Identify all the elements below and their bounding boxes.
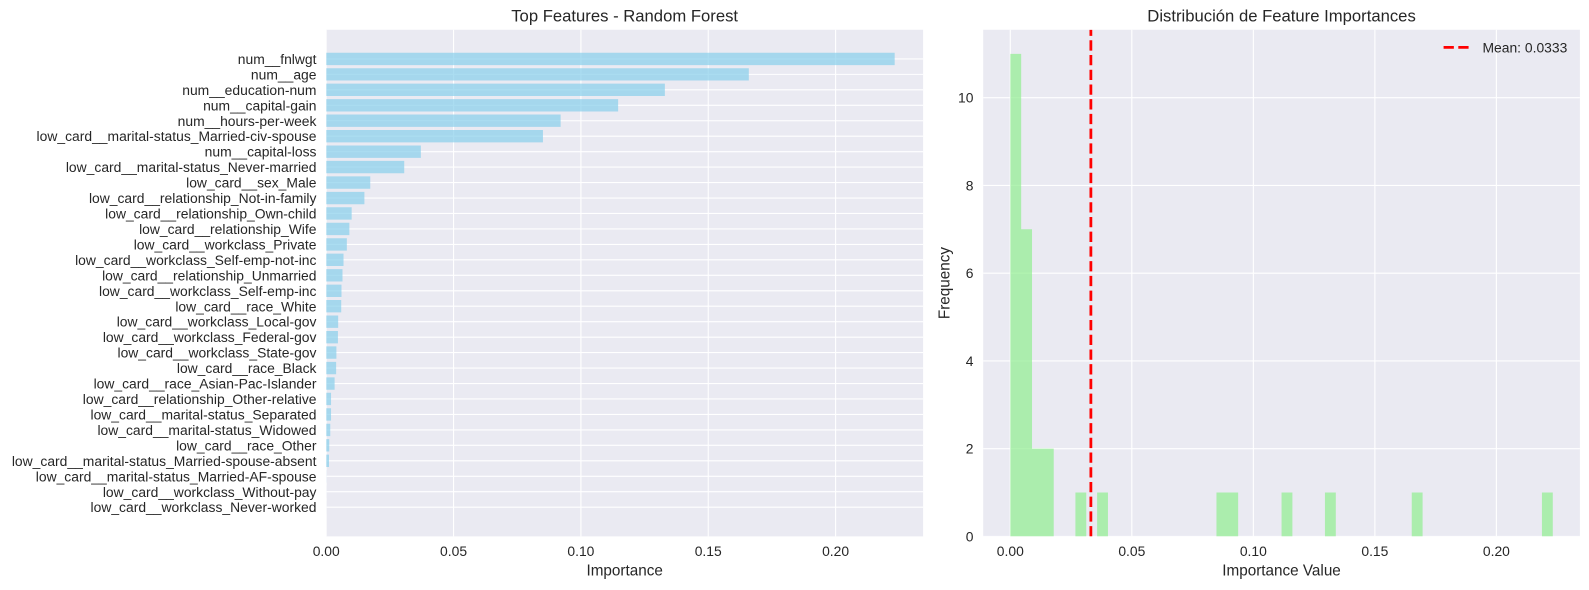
svg-text:low_card__marital-status_Never: low_card__marital-status_Never-married [66, 159, 317, 175]
svg-text:num__capital-loss: num__capital-loss [205, 144, 317, 160]
svg-text:Importance: Importance [586, 563, 662, 580]
svg-text:num__fnlwgt: num__fnlwgt [238, 51, 317, 67]
svg-text:low_card__race_Asian-Pac-Islan: low_card__race_Asian-Pac-Islander [94, 376, 317, 392]
svg-text:4: 4 [966, 353, 974, 369]
svg-text:low_card__workclass_Federal-go: low_card__workclass_Federal-gov [103, 329, 317, 345]
svg-text:0.05: 0.05 [440, 543, 467, 559]
svg-text:low_card__marital-status_Widow: low_card__marital-status_Widowed [97, 422, 316, 438]
svg-text:low_card__workclass_Self-emp-n: low_card__workclass_Self-emp-not-inc [75, 252, 316, 268]
svg-text:low_card__workclass_State-gov: low_card__workclass_State-gov [117, 345, 316, 361]
svg-text:Frequency: Frequency [936, 247, 953, 319]
svg-text:6: 6 [966, 265, 974, 281]
svg-text:0.20: 0.20 [1483, 543, 1510, 559]
svg-text:0.15: 0.15 [1361, 543, 1388, 559]
svg-text:low_card__workclass_Local-gov: low_card__workclass_Local-gov [117, 314, 317, 330]
svg-text:Mean: 0.0333: Mean: 0.0333 [1482, 39, 1567, 55]
svg-text:low_card__workclass_Without-pa: low_card__workclass_Without-pay [103, 484, 317, 500]
svg-text:low_card__marital-status_Marri: low_card__marital-status_Married-AF-spou… [36, 468, 317, 484]
svg-text:num__hours-per-week: num__hours-per-week [178, 113, 317, 129]
svg-text:low_card__workclass_Private: low_card__workclass_Private [134, 236, 317, 252]
svg-text:0.10: 0.10 [1240, 543, 1267, 559]
svg-text:0.20: 0.20 [822, 543, 849, 559]
svg-text:low_card__marital-status_Marri: low_card__marital-status_Married-civ-spo… [37, 128, 317, 144]
svg-text:low_card__relationship_Unmarri: low_card__relationship_Unmarried [102, 267, 316, 283]
svg-text:low_card__sex_Male: low_card__sex_Male [186, 175, 317, 191]
svg-text:10: 10 [958, 90, 974, 106]
svg-text:low_card__relationship_Other-r: low_card__relationship_Other-relative [83, 391, 317, 407]
svg-text:low_card__race_Other: low_card__race_Other [176, 437, 317, 453]
svg-text:0.10: 0.10 [567, 543, 594, 559]
svg-text:0: 0 [966, 528, 974, 544]
svg-text:low_card__race_White: low_card__race_White [175, 298, 316, 314]
svg-text:low_card__workclass_Self-emp-i: low_card__workclass_Self-emp-inc [99, 283, 317, 299]
svg-text:0.00: 0.00 [313, 543, 340, 559]
svg-text:Importance Value: Importance Value [1222, 563, 1341, 580]
svg-text:0.00: 0.00 [997, 543, 1024, 559]
svg-text:2: 2 [966, 441, 974, 457]
svg-text:0.15: 0.15 [695, 543, 722, 559]
svg-text:low_card__relationship_Wife: low_card__relationship_Wife [139, 221, 317, 237]
svg-text:low_card__relationship_Own-chi: low_card__relationship_Own-child [105, 206, 316, 222]
svg-text:low_card__relationship_Not-in-: low_card__relationship_Not-in-family [89, 190, 317, 206]
svg-text:0.05: 0.05 [1118, 543, 1145, 559]
svg-text:low_card__workclass_Never-work: low_card__workclass_Never-worked [91, 499, 317, 515]
svg-text:8: 8 [966, 177, 974, 193]
svg-text:Distribución de Feature Import: Distribución de Feature Importances [1147, 6, 1415, 25]
svg-text:num__age: num__age [251, 66, 317, 82]
svg-text:low_card__marital-status_Marri: low_card__marital-status_Married-spouse-… [12, 453, 317, 469]
svg-text:num__education-num: num__education-num [182, 82, 316, 98]
svg-text:low_card__marital-status_Separ: low_card__marital-status_Separated [90, 406, 316, 422]
svg-text:num__capital-gain: num__capital-gain [203, 97, 316, 113]
svg-text:Top Features - Random Forest: Top Features - Random Forest [511, 6, 738, 25]
svg-text:low_card__race_Black: low_card__race_Black [177, 360, 317, 376]
